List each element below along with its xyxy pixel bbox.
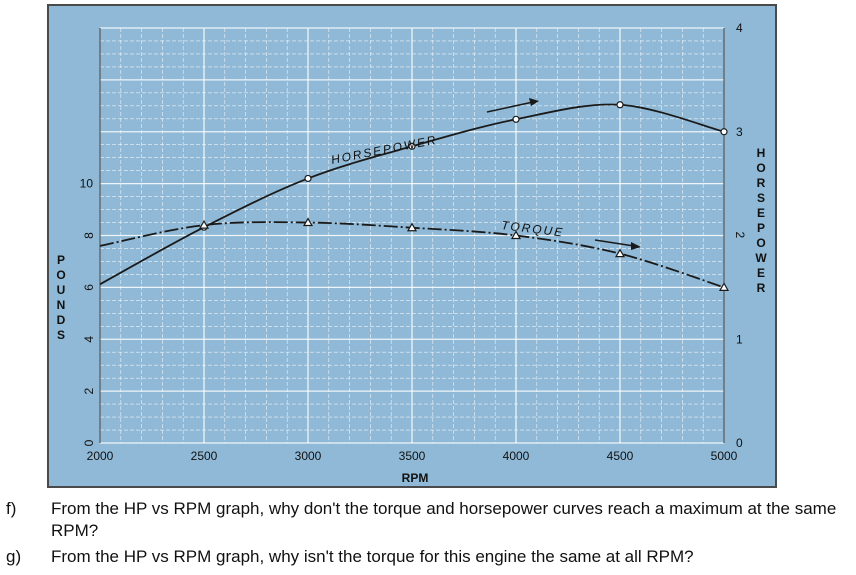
y-right-tick-label: 2 — [733, 232, 747, 239]
question-number: f) — [6, 499, 17, 518]
torque-curve-label: TORQUE — [501, 218, 565, 240]
y-right-label-letter: S — [757, 191, 765, 205]
torque-point — [302, 217, 314, 227]
hp-rpm-chart: 2000 2500 3000 3500 4000 4500 5000024681001234… — [56, 21, 767, 485]
question-text: From the HP vs RPM graph, why isn't the … — [51, 547, 694, 566]
chart-frame: 2000 2500 3000 3500 4000 4500 5000 0 2 4 6 8 10 0 1 2 3 4… — [47, 4, 777, 488]
y-left-tick-label: 8 — [82, 232, 96, 239]
x-tick-label: 2000 — [87, 449, 114, 463]
torque-point — [614, 248, 626, 258]
y-left-label-letter: S — [57, 328, 65, 342]
y-right-label-letter: R — [757, 176, 766, 190]
y-right-label-letter: H — [757, 146, 766, 160]
question-number: g) — [6, 547, 22, 566]
y-right-tick-label: 4 — [736, 21, 743, 35]
y-axis-right-label: HORSEPOWER — [755, 146, 767, 295]
y-left-label-letter: O — [56, 268, 65, 282]
torque-point — [406, 222, 418, 232]
horsepower-point — [408, 142, 416, 150]
y-right-label-letter: R — [757, 281, 766, 295]
y-left-tick-label: 6 — [82, 284, 96, 291]
markers — [198, 101, 730, 291]
torque-point — [198, 219, 210, 229]
horsepower-point — [616, 101, 624, 109]
horsepower-curve-label: HORSEPOWER — [330, 133, 439, 167]
y-left-tick-label: 4 — [82, 336, 96, 343]
x-tick-label: 2500 — [191, 449, 218, 463]
horsepower-point — [720, 128, 728, 136]
y-right-label-letter: O — [756, 236, 765, 250]
y-right-tick-label: 1 — [736, 332, 743, 346]
y-left-tick-label: 10 — [80, 177, 94, 191]
horsepower-arrowhead — [529, 98, 539, 106]
torque-point — [718, 282, 730, 291]
y-right-label-letter: P — [757, 221, 765, 235]
y-left-tick-label: 2 — [82, 387, 96, 394]
y-left-label-letter: P — [57, 253, 65, 267]
x-tick-label: 3500 — [399, 449, 426, 463]
horsepower-point — [512, 115, 520, 123]
y-left-label-letter: D — [57, 313, 66, 327]
x-tick-label: 4500 — [607, 449, 634, 463]
y-right-label-letter: W — [755, 251, 767, 265]
y-right-tick-label: 3 — [736, 125, 743, 139]
y-right-label-letter: E — [757, 206, 765, 220]
x-tick-label: 3000 — [295, 449, 322, 463]
torque-point — [510, 230, 522, 240]
y-left-label-letter: U — [57, 283, 66, 297]
grid-lines — [99, 27, 725, 444]
y-right-label-letter: O — [756, 161, 765, 175]
y-right-label-letter: E — [757, 266, 765, 280]
question-text: From the HP vs RPM graph, why don't the … — [51, 499, 837, 540]
x-tick-label: 5000 — [711, 449, 738, 463]
x-tick-label: 4000 — [503, 449, 530, 463]
torque-arrow — [594, 239, 635, 247]
horsepower-point — [304, 174, 312, 183]
y-left-label-letter: N — [57, 298, 66, 312]
x-axis-label: RPM — [402, 471, 429, 485]
torque-arrowhead — [631, 242, 641, 250]
y-right-tick-label: 0 — [736, 436, 743, 450]
y-left-tick-label: 0 — [82, 439, 96, 446]
horsepower-arrow — [486, 101, 534, 113]
annotations: HORSEPOWER TORQUE — [330, 98, 641, 250]
